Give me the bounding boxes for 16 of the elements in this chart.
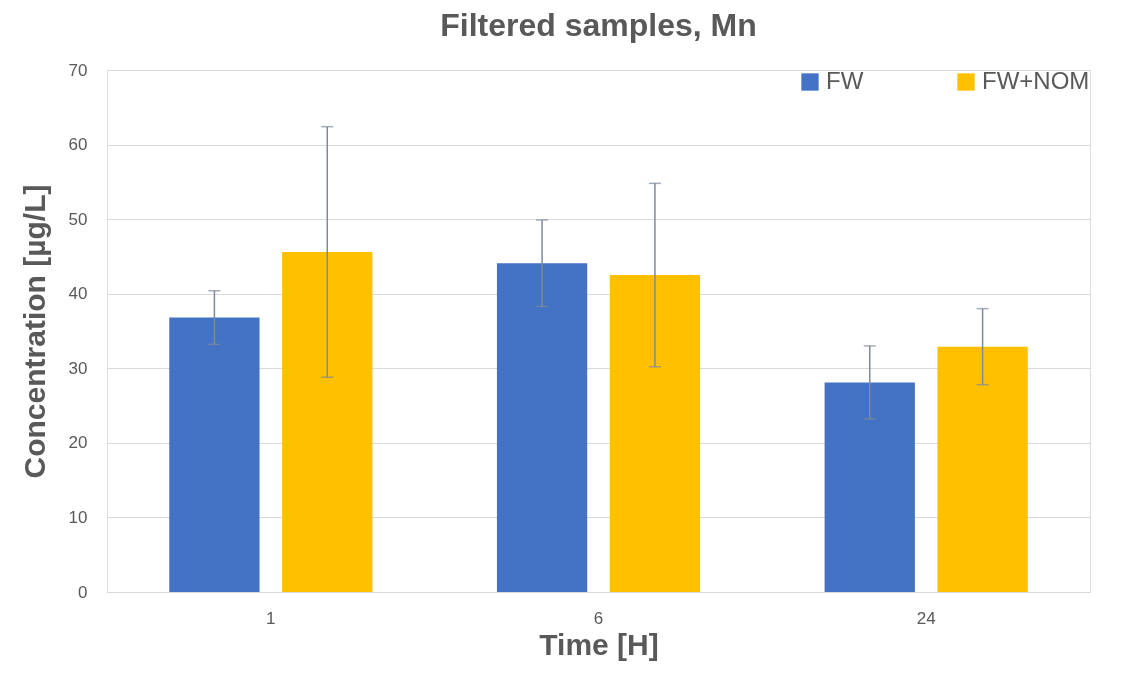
x-tick-label: 24: [916, 608, 936, 628]
x-axis-title: Time [H]: [539, 627, 659, 661]
y-tick-label: 0: [78, 582, 88, 602]
y-tick-label: 70: [68, 60, 88, 80]
y-tick-label: 40: [68, 284, 88, 304]
legend-label: FW: [826, 67, 864, 94]
y-tick-label: 20: [68, 433, 88, 453]
x-tick-label: 6: [593, 608, 604, 628]
y-tick-label: 30: [68, 358, 88, 378]
y-tick-label: 60: [68, 135, 88, 155]
legend-label: FW+NOM: [982, 67, 1090, 94]
y-tick-label: 10: [68, 507, 88, 527]
x-tick-label: 1: [266, 608, 276, 628]
y-axis-title: Concentration [µg/L]: [17, 184, 51, 479]
chart-title: Filtered samples, Mn: [440, 7, 757, 43]
y-tick-label: 50: [68, 209, 88, 229]
